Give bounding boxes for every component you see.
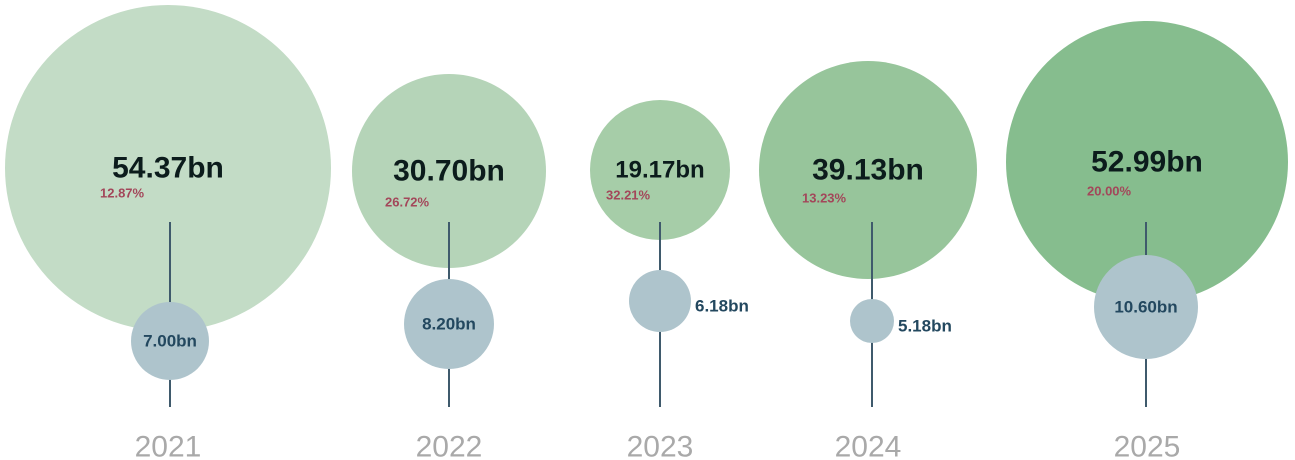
percent-label-2025: 20.00% (1087, 184, 1132, 199)
percent-label-2024: 13.23% (802, 191, 847, 206)
small-value-label-2023: 6.18bn (695, 297, 749, 316)
large-bubble-2022 (352, 74, 546, 268)
year-label-2023: 2023 (627, 431, 694, 460)
big-value-label-2024: 39.13bn (812, 154, 924, 187)
small-value-label-2024: 5.18bn (898, 317, 952, 336)
small-bubble-2024 (850, 299, 894, 343)
small-bubble-2021 (131, 302, 209, 380)
large-bubble-2021 (5, 5, 331, 331)
large-bubble-2023 (590, 100, 730, 240)
year-label-2024: 2024 (835, 431, 902, 460)
big-value-label-2023: 19.17bn (615, 157, 704, 184)
year-label-2025: 2025 (1114, 431, 1181, 460)
small-value-label-2025: 10.60bn (1114, 298, 1177, 317)
big-value-label-2021: 54.37bn (112, 152, 224, 185)
percent-label-2021: 12.87% (100, 186, 145, 201)
small-bubble-2023 (629, 270, 691, 332)
big-value-label-2025: 52.99bn (1091, 146, 1203, 179)
year-label-2021: 2021 (135, 431, 202, 460)
percent-label-2023: 32.21% (606, 188, 651, 203)
large-bubble-2024 (759, 61, 977, 279)
big-value-label-2022: 30.70bn (393, 155, 505, 188)
small-bubble-2025 (1094, 255, 1198, 359)
percent-label-2022: 26.72% (385, 195, 430, 210)
small-value-label-2022: 8.20bn (422, 315, 476, 334)
small-bubble-2022 (404, 279, 494, 369)
small-value-label-2021: 7.00bn (143, 332, 197, 351)
large-bubble-2025 (1006, 21, 1288, 303)
year-label-2022: 2022 (416, 431, 483, 460)
